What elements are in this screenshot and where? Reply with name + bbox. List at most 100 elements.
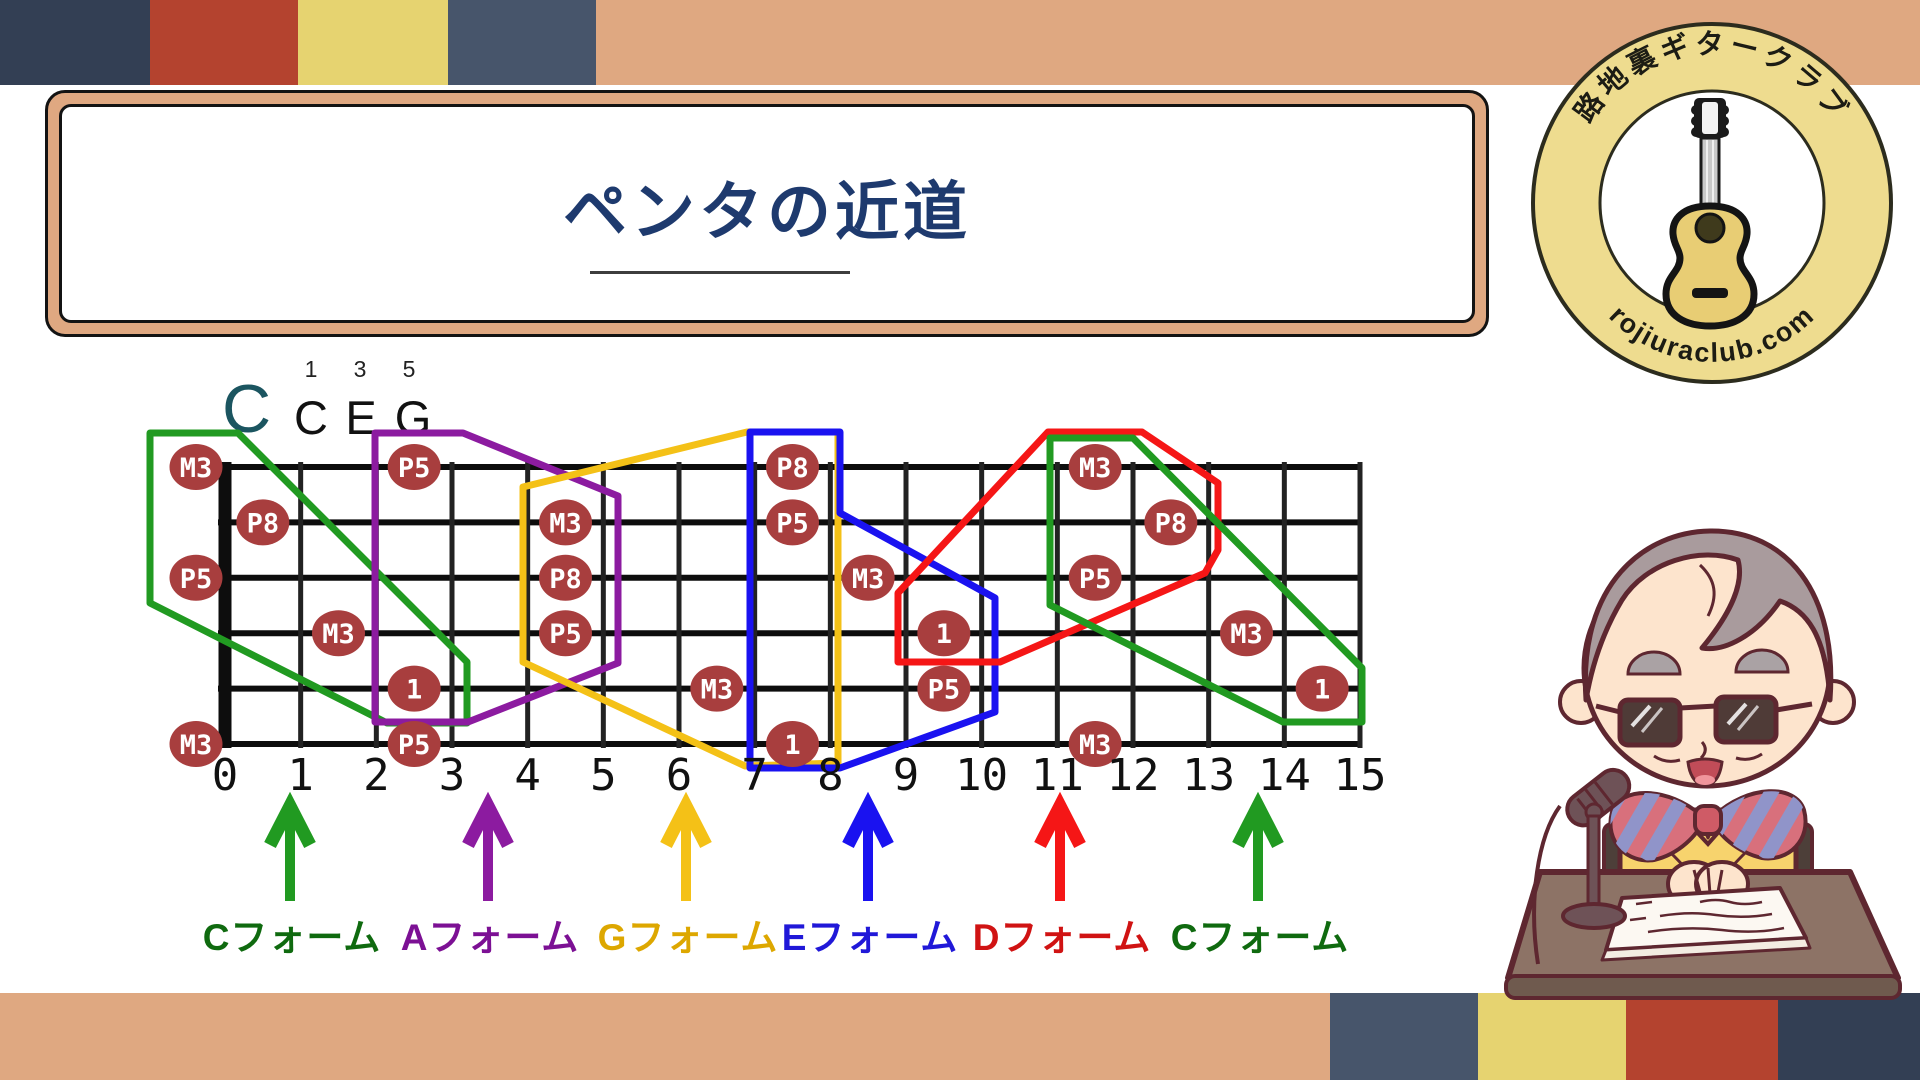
note-marker-label: M3 <box>322 619 355 650</box>
chord-degree: 5 <box>402 356 416 382</box>
closed-eye <box>1626 650 1682 676</box>
note-marker <box>1144 499 1198 546</box>
note-marker-label: M3 <box>1079 453 1112 484</box>
note-marker-label: 1 <box>936 619 952 650</box>
note-marker <box>539 554 592 601</box>
note-marker <box>387 444 441 490</box>
note-marker <box>1068 444 1122 490</box>
note-marker-label: P5 <box>398 730 431 761</box>
chord-degree: 3 <box>353 356 367 382</box>
desk <box>1504 869 1902 1000</box>
note-marker-label: P5 <box>928 675 961 706</box>
title-box: ペンタの近道 <box>45 90 1489 337</box>
chair <box>1602 822 1632 892</box>
note-marker <box>236 499 290 546</box>
form-outline <box>746 428 999 772</box>
bottom-bar-block <box>1478 993 1626 1080</box>
fret-number: 10 <box>955 750 1008 801</box>
fret-number: 2 <box>363 750 390 801</box>
top-bar-block <box>596 0 1920 85</box>
sunglasses-icon <box>1595 694 1813 748</box>
note-marker-label: M3 <box>852 564 885 595</box>
note-marker <box>917 610 971 657</box>
fret-number: 12 <box>1107 750 1160 801</box>
note-marker-label: M3 <box>180 453 213 484</box>
note-marker-label: P8 <box>247 508 280 539</box>
note-marker <box>917 665 971 712</box>
fret-number: 8 <box>817 750 844 801</box>
fret-number: 0 <box>212 750 239 801</box>
note-marker <box>1068 554 1122 601</box>
bottom-bar-block <box>1330 993 1478 1080</box>
fret-number: 4 <box>514 750 541 801</box>
chord-degree: 1 <box>304 356 318 382</box>
form-label: Eフォーム <box>781 917 959 958</box>
note-marker-label: M3 <box>1230 619 1263 650</box>
note-marker-label: P8 <box>1155 508 1188 539</box>
form-outline <box>519 428 842 770</box>
sweater <box>1617 807 1799 913</box>
note-marker-label: 1 <box>1314 675 1330 706</box>
note-marker-label: M3 <box>1079 730 1112 761</box>
bow-tie <box>1608 789 1808 863</box>
title-underline <box>590 271 850 274</box>
note-marker <box>841 554 895 601</box>
form-outline <box>894 428 1222 666</box>
chord-note: E <box>345 391 377 444</box>
note-marker-label: P8 <box>549 564 582 595</box>
fret-number: 6 <box>666 750 693 801</box>
top-bar-block <box>298 0 448 85</box>
fret-number: 1 <box>287 750 314 801</box>
logo-inner-circle <box>1598 89 1826 317</box>
form-label: Cフォーム <box>202 917 382 958</box>
form-arrow-icon <box>1034 791 1086 848</box>
note-marker <box>387 665 441 712</box>
note-marker-label: M3 <box>701 675 734 706</box>
form-outline <box>371 429 622 726</box>
note-marker <box>1220 610 1273 657</box>
form-outline <box>1046 434 1366 726</box>
form-outline <box>146 429 471 727</box>
note-marker-label: M3 <box>180 730 213 761</box>
note-marker-label: P5 <box>398 453 431 484</box>
note-marker <box>169 554 223 601</box>
presenter-head <box>1558 528 1856 789</box>
form-arrow-icon <box>264 791 316 848</box>
form-arrow-icon <box>660 791 712 848</box>
note-marker <box>766 444 819 490</box>
fret-number: 13 <box>1182 750 1235 801</box>
presenter-illustration <box>1504 528 1902 1000</box>
note-marker <box>766 499 819 546</box>
microphone-icon <box>1532 767 1632 965</box>
note-marker <box>1068 721 1122 767</box>
note-marker-label: M3 <box>549 508 582 539</box>
chord-note: C <box>294 391 328 444</box>
form-arrow-icon <box>462 791 514 848</box>
note-marker-label: P8 <box>776 453 809 484</box>
note-marker-label: P5 <box>180 564 213 595</box>
note-marker <box>690 665 744 712</box>
note-marker <box>539 499 592 546</box>
note-marker <box>312 610 365 657</box>
guitar-icon <box>1662 98 1758 330</box>
form-label: Cフォーム <box>1170 917 1350 958</box>
fret-number: 15 <box>1334 750 1387 801</box>
title-box-inner: ペンタの近道 <box>59 104 1475 323</box>
bottom-color-bar <box>0 993 1920 1080</box>
fret-number: 14 <box>1258 750 1311 801</box>
note-marker <box>169 721 223 767</box>
note-marker <box>387 721 441 767</box>
note-marker <box>169 444 223 490</box>
top-color-bar <box>0 0 1920 85</box>
form-arrow-icon <box>842 791 894 848</box>
top-bar-block <box>448 0 596 85</box>
fret-number: 3 <box>439 750 466 801</box>
fret-number: 7 <box>741 750 768 801</box>
hands-clasped <box>1666 860 1750 908</box>
form-label: Dフォーム <box>972 917 1152 958</box>
note-marker-label: P5 <box>549 619 582 650</box>
fret-number: 5 <box>590 750 617 801</box>
form-label: Aフォーム <box>400 917 580 958</box>
bottom-bar-block <box>1778 993 1920 1080</box>
